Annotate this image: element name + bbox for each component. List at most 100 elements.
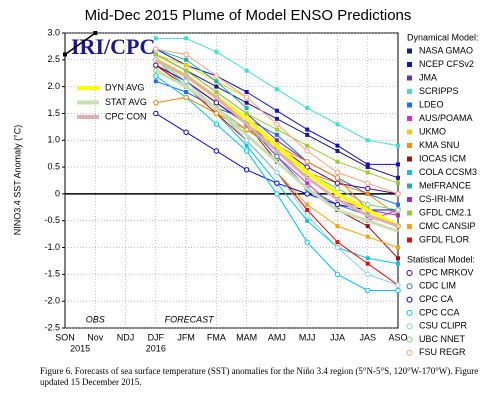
point xyxy=(153,110,159,117)
year-label: 2015 xyxy=(70,343,90,353)
point xyxy=(305,208,310,212)
y-tick-label: 2.5 xyxy=(47,54,60,64)
legend-label: UKMO xyxy=(419,126,446,136)
point xyxy=(153,46,159,52)
legend-swatch xyxy=(406,323,413,330)
point xyxy=(395,191,401,197)
point xyxy=(365,287,371,294)
legend-swatch xyxy=(407,197,412,202)
legend-label: CSU CLIPR xyxy=(419,321,468,331)
point xyxy=(396,245,400,250)
point xyxy=(335,224,340,229)
point xyxy=(153,100,159,106)
point xyxy=(214,90,219,94)
legend-label: CPC CA xyxy=(419,294,453,304)
legend-label: MetFRANCE xyxy=(419,180,471,190)
point xyxy=(243,148,250,154)
point xyxy=(274,153,280,160)
point xyxy=(396,202,400,207)
legend-swatch xyxy=(407,102,412,108)
point xyxy=(335,159,340,164)
point xyxy=(365,170,370,175)
point xyxy=(213,110,220,117)
legend-swatch xyxy=(407,224,412,229)
point xyxy=(334,169,341,176)
point xyxy=(365,234,370,239)
point xyxy=(396,256,400,261)
point xyxy=(305,127,310,132)
point xyxy=(396,261,400,266)
x-tick-label: AMJ xyxy=(268,332,286,342)
legend-swatch xyxy=(406,349,413,356)
point xyxy=(243,167,250,173)
legend-swatch xyxy=(406,309,413,316)
point xyxy=(395,207,401,213)
point xyxy=(334,175,341,181)
legend-swatch xyxy=(407,210,412,216)
annotation: FORECAST xyxy=(165,314,216,324)
x-tick-label: NDJ xyxy=(117,332,135,342)
point xyxy=(244,111,249,116)
point xyxy=(305,181,310,186)
point xyxy=(305,106,310,111)
point xyxy=(305,218,310,223)
point xyxy=(395,282,401,288)
legend-label: CDC LIM xyxy=(419,281,456,291)
legend-label: CMC CANSIP xyxy=(419,221,476,231)
point xyxy=(274,127,279,132)
point xyxy=(304,159,310,165)
point xyxy=(396,162,400,167)
point xyxy=(274,132,279,137)
annotation: OBS xyxy=(86,314,105,324)
point xyxy=(365,138,370,143)
point xyxy=(396,143,400,148)
legend-label: KMA SNU xyxy=(419,140,460,150)
average-line xyxy=(155,58,399,228)
point xyxy=(153,79,158,84)
point xyxy=(274,87,279,92)
x-tick-label: JJA xyxy=(330,332,345,342)
point xyxy=(334,244,341,251)
point xyxy=(396,175,400,180)
model-line xyxy=(155,48,247,109)
legend-label: FSU REGR xyxy=(419,347,466,357)
x-tick-label: JFM xyxy=(177,332,195,342)
point xyxy=(334,271,341,278)
legend-swatch xyxy=(407,75,412,81)
point xyxy=(243,137,250,143)
point xyxy=(184,36,189,41)
point xyxy=(335,149,340,153)
point xyxy=(305,143,310,148)
chart-title: Mid-Dec 2015 Plume of Model ENSO Predict… xyxy=(85,7,412,24)
legend-label: IOCAS ICM xyxy=(419,153,466,163)
point xyxy=(213,148,220,154)
point xyxy=(365,185,371,192)
point xyxy=(335,143,340,148)
caption: Figure 6. Forecasts of sea surface tempe… xyxy=(40,366,479,387)
legend-swatch xyxy=(407,116,412,121)
point xyxy=(365,162,370,167)
y-tick-label: -0.5 xyxy=(44,215,60,225)
legend-label: UCLA-TCD xyxy=(419,360,465,362)
x-tick-label: FMA xyxy=(207,332,226,342)
point xyxy=(214,84,219,89)
legend-label: SCRIPPS xyxy=(419,86,459,96)
point xyxy=(274,180,280,186)
point xyxy=(365,165,370,170)
point xyxy=(244,143,249,148)
legend-label: AUS/POAMA xyxy=(419,113,473,123)
legend-swatch xyxy=(407,156,412,162)
legend-swatch xyxy=(407,237,412,243)
average-line xyxy=(155,69,399,233)
point xyxy=(365,271,371,278)
point xyxy=(396,181,400,186)
logo: IRI/CPC xyxy=(71,34,155,59)
point xyxy=(304,164,310,170)
point xyxy=(184,63,189,68)
point xyxy=(365,180,371,186)
legend-label: NASA GMAO xyxy=(419,45,473,55)
point xyxy=(243,94,250,101)
y-tick-label: 3.0 xyxy=(47,27,60,37)
point xyxy=(244,68,249,73)
x-tick-label: JAS xyxy=(359,332,376,342)
